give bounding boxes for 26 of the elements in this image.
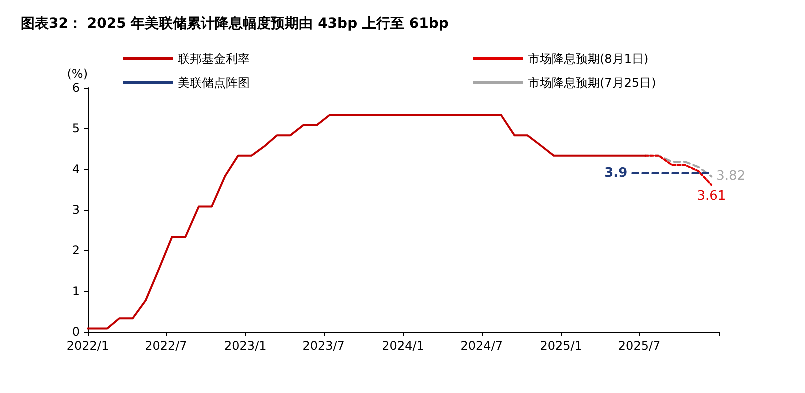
y-axis-title: (%) (67, 67, 88, 81)
data-label: 3.82 (716, 169, 746, 184)
legend-label: 市场降息预期(7月25日) (528, 76, 656, 90)
y-tick-label: 4 (72, 162, 80, 176)
x-tick-label: 2024/1 (382, 339, 424, 353)
y-tick-label: 3 (72, 203, 80, 217)
y-tick-label: 1 (72, 284, 80, 298)
data-label: 3.9 (604, 166, 628, 181)
legend-label: 美联储点阵图 (178, 76, 250, 90)
x-tick-label: 2022/1 (66, 339, 110, 353)
line-series (644, 154, 713, 186)
x-tick-label: 2025/7 (618, 339, 661, 353)
data-label: 3.61 (697, 189, 726, 204)
y-tick-label: 6 (72, 81, 80, 95)
legend-label: 联邦基金利率 (178, 52, 250, 66)
chart-title: 图表32： 2025 年美联储累计降息幅度预期由 43bp 上行至 61bp (21, 15, 449, 32)
x-tick-label: 2022/7 (145, 339, 188, 353)
x-tick-label: 2023/1 (224, 339, 267, 353)
y-tick-label: 5 (72, 122, 80, 136)
line-series (87, 114, 647, 330)
y-tick-label: 2 (72, 244, 80, 258)
x-tick-label: 2025/1 (540, 339, 582, 353)
legend-label: 市场降息预期(8月1日) (528, 52, 649, 66)
x-tick-label: 2023/7 (302, 339, 345, 353)
y-tick-label: 0 (72, 325, 80, 339)
x-tick-label: 2024/7 (460, 339, 503, 353)
